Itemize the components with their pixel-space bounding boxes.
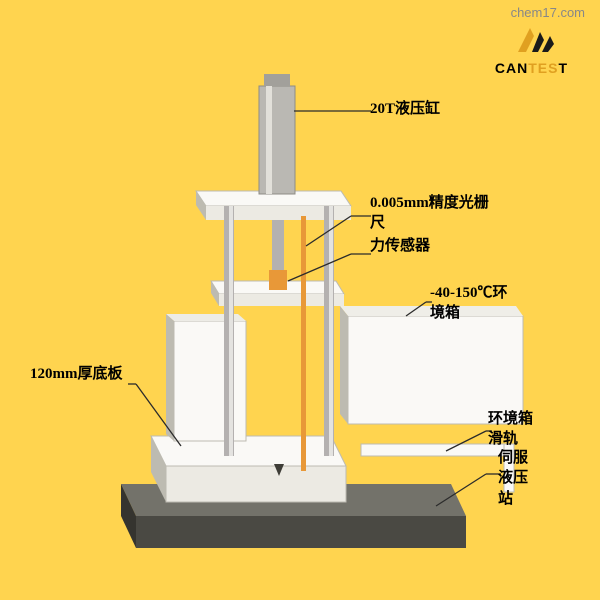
label-environment-chamber: -40-150℃环境箱 [430,283,508,324]
label-servo-station: 伺服液压站 [498,448,528,509]
label-base-plate: 120mm厚底板 [30,364,123,384]
label-hydraulic-cylinder: 20T液压缸 [370,99,440,119]
diagram-frame: chem17.com CANTEST 20T液压缸 0.005mm精度光栅尺 力… [0,0,600,600]
label-force-sensor: 力传感器 [370,236,430,256]
label-chamber-rail: 环境箱滑轨 [488,409,533,450]
label-grating-scale: 0.005mm精度光栅尺 [370,193,489,234]
